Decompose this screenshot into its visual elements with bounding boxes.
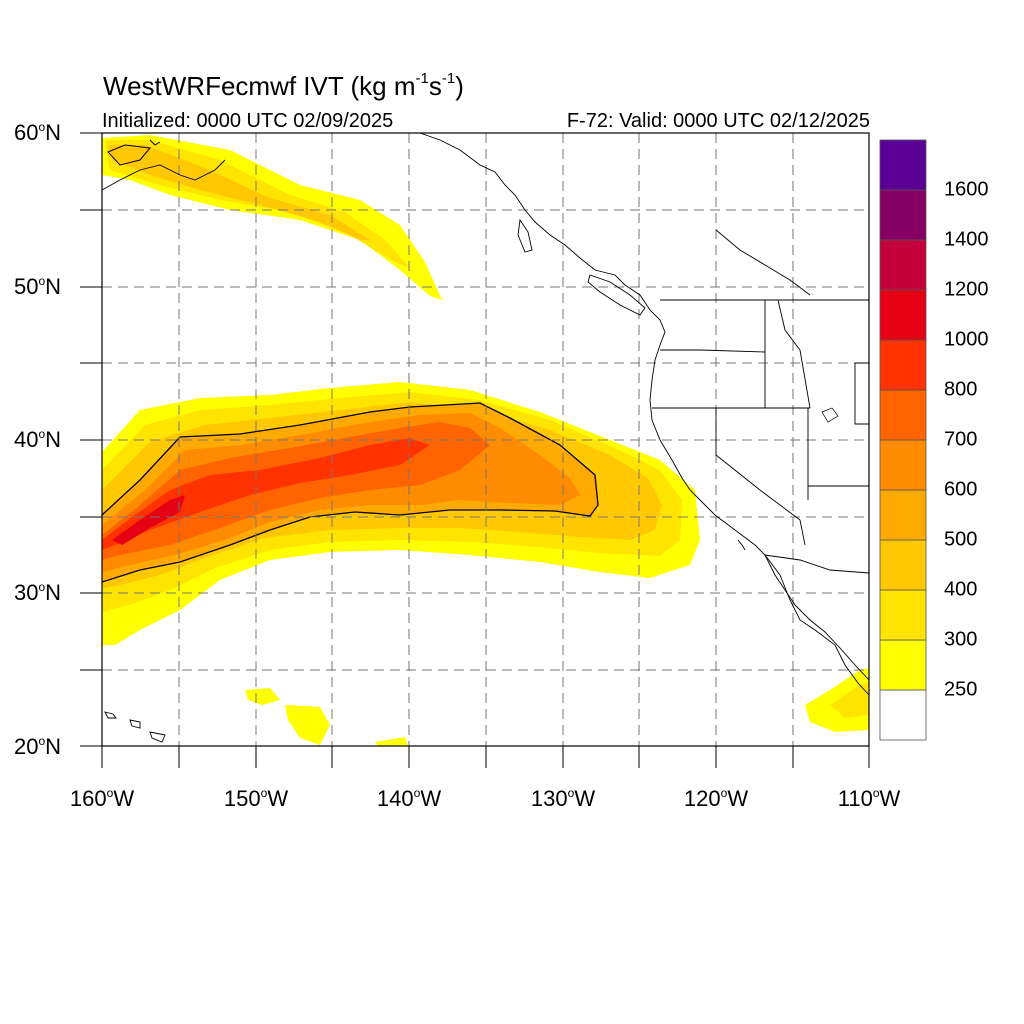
us-mexico-border: [764, 554, 869, 574]
colorbar-label-500: 500: [944, 528, 978, 551]
colorbar: [879, 139, 927, 741]
lon-label-140w: 140oW: [376, 786, 442, 811]
colorbar-swatch: [879, 689, 927, 741]
colorbar-swatch: [879, 539, 927, 591]
channel-islands: [737, 539, 746, 551]
initialized-time: Initialized: 0000 UTC 02/09/2025: [102, 110, 394, 132]
ivt-band-north-400: [108, 145, 370, 240]
ivt-patch-south-3: [375, 737, 408, 746]
lon-label-120w: 120oW: [683, 786, 749, 811]
colorbar-swatch: [879, 489, 927, 541]
colorbar-label-700: 700: [944, 428, 978, 451]
lon-label-160w: 160oW: [69, 786, 135, 811]
lat-label-30: 30oN: [14, 580, 62, 605]
ivt-band-800: [102, 438, 430, 550]
colorbar-swatch: [879, 139, 927, 191]
ca-nv-border: [715, 408, 806, 546]
lat-label-60: 60oN: [14, 120, 62, 145]
baja-california: [764, 554, 869, 696]
ivt-shading: [102, 135, 869, 746]
haida-gwaii: [517, 218, 533, 253]
lat-label-50: 50oN: [14, 274, 62, 299]
canada-rockies: [715, 229, 811, 296]
axis-ticks: [80, 132, 870, 768]
north-american-coast: [419, 133, 869, 681]
colorbar-label-800: 800: [944, 378, 978, 401]
colorbar-label-250: 250: [944, 678, 978, 701]
colorbar-swatch: [879, 239, 927, 291]
colorbar-label-1600: 1600: [944, 178, 989, 201]
ivt-contour: [102, 144, 599, 583]
colorbar-label-400: 400: [944, 578, 978, 601]
ivt-patch-south-2: [285, 705, 330, 745]
coastlines: [102, 133, 869, 743]
ivt-patch-south-1: [245, 688, 280, 705]
colorbar-swatch: [879, 189, 927, 241]
hawaii-2: [129, 719, 141, 729]
lat-label-40: 40oN: [14, 427, 62, 452]
lakes: [821, 407, 839, 423]
hawaii-3: [149, 731, 166, 743]
colorbar-label-1000: 1000: [944, 328, 989, 351]
valid-time: F-72: Valid: 0000 UTC 02/12/2025: [566, 110, 870, 132]
colorbar-swatch: [879, 589, 927, 641]
colorbar-label-300: 300: [944, 628, 978, 651]
wa-or-border: [660, 349, 766, 353]
ivt-band-1000: [112, 495, 185, 545]
colorbar-swatch: [879, 389, 927, 441]
lon-label-130w: 130oW: [530, 786, 596, 811]
colorbar-swatch: [879, 439, 927, 491]
colorbar-swatch: [879, 339, 927, 391]
ivt-500-contour: [102, 402, 599, 583]
ivt-patch-mexico-300: [830, 682, 869, 718]
alaska-coast: [102, 159, 226, 191]
map-title: WestWRFecmwf IVT (kg m-1s-1): [103, 70, 464, 101]
wy-border: [854, 362, 869, 425]
colorbar-label-1400: 1400: [944, 228, 989, 251]
aleutian-island: [149, 139, 161, 146]
graticule: [102, 133, 869, 746]
colorbar-label-600: 600: [944, 478, 978, 501]
mt-id-border: [777, 299, 811, 409]
colorbar-swatch: [879, 289, 927, 341]
colorbar-swatch: [879, 639, 927, 691]
political-borders: [652, 229, 869, 574]
colorbar-label-1200: 1200: [944, 278, 989, 301]
lon-label-110w: 110oW: [837, 786, 901, 811]
hawaii-1: [104, 711, 117, 719]
vancouver-island: [587, 274, 646, 316]
great-salt-lake: [821, 407, 839, 423]
lon-label-150w: 150oW: [223, 786, 289, 811]
ivt-500-contour-north: [107, 144, 151, 166]
lat-label-20: 20oN: [14, 734, 62, 759]
